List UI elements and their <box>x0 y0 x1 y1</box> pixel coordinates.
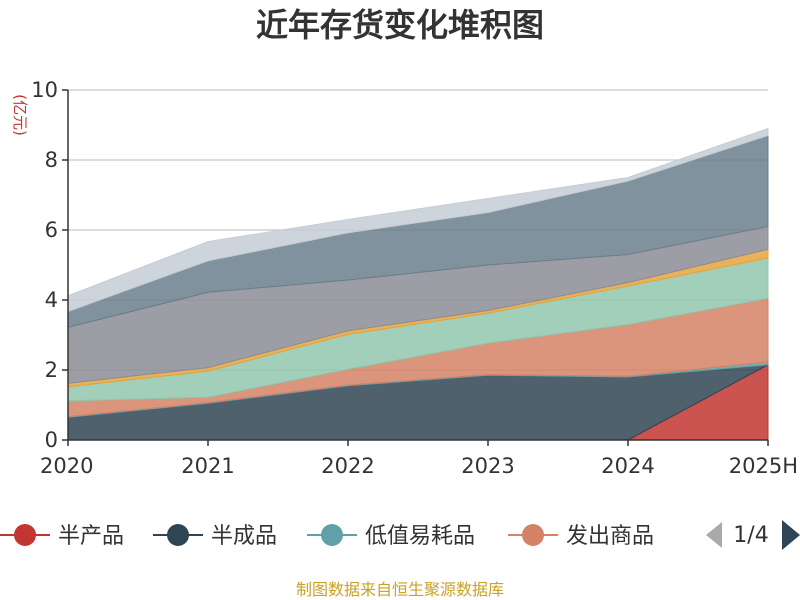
legend-marker <box>321 524 343 546</box>
legend-marker <box>14 524 36 546</box>
legend-marker <box>522 524 544 546</box>
pager-label: 1/4 <box>733 523 768 548</box>
x-tick-label: 2020 <box>40 454 93 478</box>
x-tick-label: 2023 <box>461 454 514 478</box>
legend-pager: 1/4 <box>706 520 800 550</box>
pager-prev-icon[interactable] <box>706 522 722 548</box>
legend-item[interactable]: 低值易耗品 <box>307 524 475 549</box>
legend-item[interactable]: 发出商品 <box>508 524 654 549</box>
legend-label: 低值易耗品 <box>365 524 475 549</box>
legend-item[interactable]: 半产品 <box>0 524 124 549</box>
y-tick-label: 10 <box>31 78 58 102</box>
y-tick-label: 2 <box>45 358 58 382</box>
y-tick-label: 0 <box>45 428 58 452</box>
legend: 半产品 半成品 低值易耗品 发出商品 <box>0 524 654 549</box>
legend-label: 半产品 <box>58 524 124 549</box>
legend-marker <box>167 524 189 546</box>
legend-label: 半成品 <box>211 524 277 549</box>
x-tick-label: 2024 <box>601 454 654 478</box>
area-series-group <box>67 127 769 441</box>
data-source-note: 制图数据来自恒生聚源数据库 <box>296 580 504 599</box>
x-tick-labels: 2020 2021 2022 2023 2024 2025H <box>40 454 798 478</box>
y-tick-label: 8 <box>45 148 58 172</box>
pager-next-icon[interactable] <box>782 520 800 550</box>
x-tick-label: 2021 <box>181 454 234 478</box>
legend-item[interactable]: 半成品 <box>153 524 277 549</box>
x-tick-label: 2022 <box>321 454 374 478</box>
axes <box>62 89 769 446</box>
y-tick-labels: 0 2 4 6 8 10 <box>31 78 58 452</box>
y-tick-label: 4 <box>45 288 58 312</box>
y-axis-unit-label: (亿元) <box>11 94 29 136</box>
x-tick-label: 2025H <box>729 454 798 478</box>
area-series-8[interactable] <box>67 127 769 313</box>
legend-label: 发出商品 <box>566 524 654 549</box>
y-tick-label: 6 <box>45 218 58 242</box>
chart-title: 近年存货变化堆积图 <box>256 6 544 44</box>
